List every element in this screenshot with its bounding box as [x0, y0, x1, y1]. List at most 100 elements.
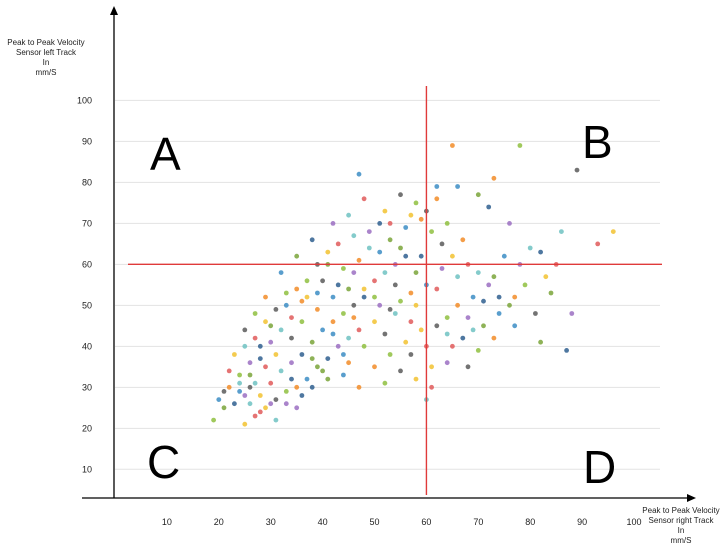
x-axis-label-line: Sensor right Track — [648, 516, 714, 525]
x-tick-label: 60 — [421, 517, 431, 527]
scatter-point — [309, 356, 315, 361]
scatter-point — [330, 221, 336, 226]
scatter-point — [444, 331, 450, 337]
y-axis-label-line: Peak to Peak Velocity — [7, 38, 85, 47]
scatter-point — [413, 200, 419, 206]
scatter-point — [247, 401, 253, 407]
scatter-point — [330, 319, 336, 325]
scatter-point — [408, 352, 414, 357]
scatter-point — [289, 315, 294, 320]
y-tick-label: 20 — [82, 423, 92, 433]
y-tick-label: 50 — [82, 300, 92, 310]
scatter-point — [283, 302, 289, 308]
x-tick-label: 10 — [162, 517, 172, 527]
scatter-point — [366, 245, 372, 251]
scatter-point — [429, 384, 434, 390]
quadrant-label: D — [583, 441, 616, 493]
scatter-point — [304, 294, 310, 300]
scatter-point — [216, 397, 222, 402]
scatter-point — [221, 405, 227, 411]
scatter-point — [346, 286, 351, 292]
scatter-point — [361, 286, 367, 292]
scatter-point — [315, 290, 320, 296]
scatter-point — [429, 229, 434, 235]
scatter-point — [491, 175, 497, 181]
y-tick-label: 100 — [77, 95, 92, 105]
scatter-point — [387, 307, 393, 312]
scatter-point — [289, 360, 294, 366]
scatter-point — [372, 364, 377, 370]
scatter-point — [475, 192, 481, 198]
scatter-point — [341, 372, 346, 378]
scatter-point — [221, 389, 227, 394]
scatter-point — [429, 364, 434, 370]
scatter-point — [403, 225, 409, 230]
scatter-point — [341, 352, 346, 357]
y-tick-label: 60 — [82, 259, 92, 269]
scatter-point — [372, 278, 377, 284]
scatter-point — [341, 311, 346, 316]
scatter-point — [294, 286, 300, 292]
x-tick-label: 40 — [318, 517, 328, 527]
scatter-point — [444, 315, 450, 320]
scatter-point — [299, 393, 305, 398]
y-tick-label: 80 — [82, 177, 92, 187]
scatter-point — [398, 245, 403, 251]
scatter-point — [309, 339, 315, 345]
scatter-point — [242, 327, 248, 333]
scatter-point — [434, 196, 440, 202]
scatter-point — [455, 184, 460, 189]
x-tick-label: 30 — [266, 517, 276, 527]
scatter-point — [392, 311, 398, 316]
scatter-point — [470, 294, 476, 300]
quadrant-label: C — [147, 436, 180, 488]
scatter-point — [273, 397, 279, 402]
scatter-point — [268, 401, 274, 407]
scatter-point — [304, 278, 310, 284]
scatter-point — [252, 413, 258, 419]
y-tick-labels: 10 20 30 40 50 60 70 80 90 100 — [77, 95, 92, 474]
scatter-point — [444, 221, 450, 226]
x-axis-label-line: Peak to Peak Velocity — [642, 506, 720, 515]
scatter-point — [232, 401, 237, 407]
scatter-point — [257, 393, 263, 398]
scatter-point — [335, 343, 341, 349]
scatter-point — [413, 302, 419, 308]
scatter-point — [408, 319, 414, 325]
scatter-point — [470, 327, 476, 333]
scatter-point — [325, 356, 331, 361]
scatter-point — [320, 327, 325, 333]
y-axis-label-line: Sensor left Track — [15, 48, 77, 57]
x-tick-label: 50 — [370, 517, 380, 527]
x-axis-label-line: In — [677, 526, 685, 535]
scatter-point — [366, 229, 372, 235]
scatter-point — [299, 298, 305, 304]
scatter-point — [517, 143, 523, 148]
scatter-point — [351, 302, 357, 308]
scatter-point — [335, 241, 341, 247]
scatter-point — [268, 323, 274, 329]
scatter-point — [382, 208, 388, 214]
scatter-point — [450, 253, 455, 259]
scatter-point — [351, 315, 357, 320]
scatter-point — [356, 171, 362, 177]
scatter-point — [382, 331, 388, 337]
scatter-point — [346, 335, 351, 341]
scatter-point — [403, 253, 409, 259]
scatter-point — [247, 372, 253, 378]
scatter-point — [418, 216, 424, 222]
scatter-point — [237, 380, 243, 386]
scatter-point — [315, 364, 320, 370]
scatter-point — [475, 348, 481, 353]
gridlines — [115, 99, 660, 470]
scatter-point — [361, 294, 367, 300]
x-tick-labels: 10 20 30 40 50 60 70 80 90 100 — [162, 517, 642, 527]
scatter-point — [325, 249, 331, 255]
scatter-point — [491, 335, 497, 341]
scatter-point — [450, 343, 455, 349]
scatter-point — [475, 270, 481, 275]
scatter-point — [491, 274, 497, 280]
scatter-point — [247, 360, 253, 366]
x-tick-label: 100 — [627, 517, 642, 527]
